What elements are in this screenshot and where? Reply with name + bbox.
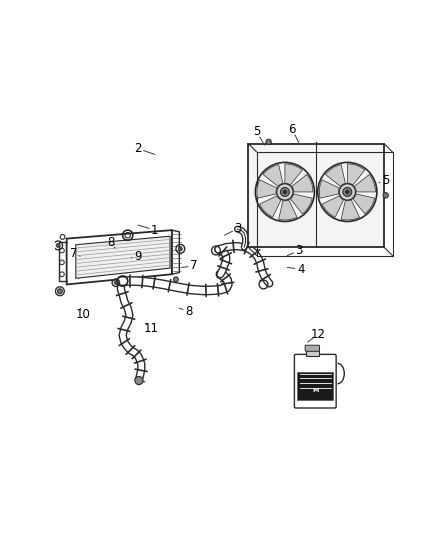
Text: 8: 8 — [107, 236, 114, 248]
Text: 5: 5 — [382, 174, 389, 188]
Text: 4: 4 — [297, 263, 304, 276]
Circle shape — [346, 190, 349, 193]
Wedge shape — [347, 164, 365, 185]
Text: 2: 2 — [134, 142, 141, 155]
Text: 7: 7 — [190, 259, 198, 272]
Circle shape — [114, 281, 117, 285]
Text: 7: 7 — [70, 247, 77, 261]
Text: 1: 1 — [151, 224, 159, 237]
Text: 9: 9 — [134, 250, 141, 263]
Circle shape — [135, 376, 143, 385]
Circle shape — [283, 190, 286, 193]
Polygon shape — [248, 143, 384, 247]
Text: 3: 3 — [234, 222, 242, 235]
Wedge shape — [354, 174, 375, 192]
Wedge shape — [325, 165, 346, 187]
Wedge shape — [290, 194, 312, 214]
Circle shape — [173, 277, 178, 282]
Circle shape — [266, 139, 271, 144]
Circle shape — [383, 192, 389, 198]
Circle shape — [178, 247, 182, 251]
Polygon shape — [76, 236, 170, 278]
Text: 10: 10 — [76, 309, 91, 321]
Wedge shape — [285, 164, 302, 185]
Circle shape — [339, 184, 356, 200]
Wedge shape — [319, 180, 339, 198]
Text: 12: 12 — [311, 328, 325, 341]
Wedge shape — [322, 196, 343, 217]
Wedge shape — [353, 194, 374, 214]
Wedge shape — [263, 165, 283, 187]
Text: 3: 3 — [296, 244, 303, 257]
Text: 8: 8 — [185, 305, 193, 318]
Circle shape — [280, 188, 290, 196]
Wedge shape — [257, 180, 277, 198]
Circle shape — [56, 244, 60, 247]
Text: 5: 5 — [253, 125, 261, 138]
Text: M: M — [312, 388, 318, 393]
Text: 6: 6 — [289, 123, 296, 136]
Circle shape — [277, 184, 293, 200]
FancyBboxPatch shape — [305, 345, 320, 351]
Wedge shape — [341, 200, 360, 220]
Wedge shape — [260, 196, 281, 217]
Wedge shape — [279, 200, 297, 220]
Circle shape — [57, 289, 62, 294]
Bar — [306, 350, 319, 356]
Bar — [297, 372, 333, 400]
Text: 11: 11 — [144, 322, 159, 335]
FancyBboxPatch shape — [294, 354, 336, 408]
Circle shape — [343, 188, 352, 196]
Wedge shape — [292, 174, 313, 192]
